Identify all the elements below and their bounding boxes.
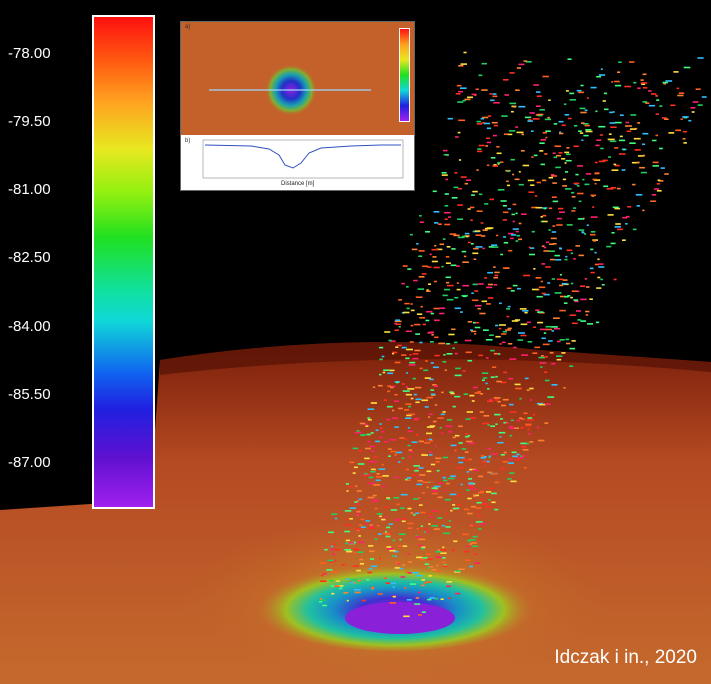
inset-profile: b) Distance [m] [181,135,414,190]
profile-plot [202,139,404,179]
colorbar-tick: -87.00 [8,454,51,471]
colorbar-tick: -85.50 [8,386,51,403]
depth-colorbar [92,15,155,509]
colorbar-tick: -78.00 [8,45,51,62]
profile-curve [204,144,401,169]
panel-a-label: a) [185,24,191,30]
credit-text: Idczak i in., 2020 [554,647,697,668]
inset-colorbar [399,28,410,122]
colorbar-labels: -78.00 -79.50 -81.00 -82.50 -84.00 -85.5… [0,0,90,684]
panel-b-label: b) [185,138,191,144]
colorbar-tick: -81.00 [8,181,51,198]
colorbar-tick: -82.50 [8,249,51,266]
colorbar-tick: -84.00 [8,318,51,335]
point-cloud-plume [319,51,707,618]
colorbar-tick: -79.50 [8,113,51,130]
profile-xlabel: Distance [m] [281,181,315,187]
inset-panel: a) b) Distance [m] [180,21,415,191]
inset-map: a) [181,22,414,135]
inset-map-image [181,22,414,135]
